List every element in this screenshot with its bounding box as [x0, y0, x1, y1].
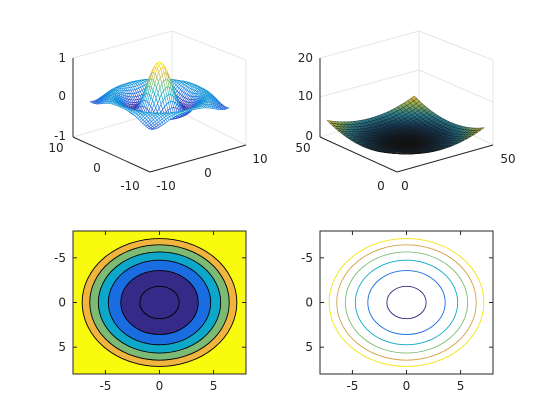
contour-line	[328, 238, 485, 367]
y-tick-label: 5	[305, 340, 313, 354]
contour-line	[344, 251, 469, 354]
x-tick-label: 0	[403, 379, 411, 393]
panel-4-contour: -5 0 5 5 0 -5	[301, 230, 494, 393]
y-tick-label: -10	[120, 179, 140, 193]
y-tick-label: 50	[295, 141, 310, 155]
x-tick-label: -10	[156, 179, 176, 193]
y-tick-label: 0	[58, 296, 66, 310]
panel-2-surface-patches	[326, 95, 485, 155]
y-tick-label: 0	[93, 161, 101, 175]
x-tick-label: 10	[252, 152, 267, 166]
panel-3-contourf: -5 0 5 5 0 -5	[54, 230, 247, 393]
y-tick-label: 0	[305, 296, 313, 310]
panel-2-ticks: 20 10 0 50 0 0 50	[295, 51, 515, 193]
x-tick-label: -5	[99, 379, 111, 393]
z-tick-label: 0	[58, 89, 66, 103]
contour-line	[336, 244, 477, 361]
z-tick-label: 10	[298, 89, 313, 103]
y-tick-label: -5	[54, 251, 66, 265]
panel-2-surface: 20 10 0 50 0 0 50	[295, 30, 516, 193]
panel-4-ticks	[320, 231, 493, 374]
contour-line	[386, 285, 427, 320]
contour-line	[367, 270, 446, 335]
panel-1-ticks: 1 0 -1 10 0 -10 -10 0 10	[48, 51, 267, 193]
x-tick-label: 0	[401, 179, 409, 193]
y-tick-label: 10	[48, 141, 63, 155]
contour-fill-region	[139, 285, 180, 320]
panel-1-surface	[89, 61, 230, 130]
z-tick-label: 0	[305, 129, 313, 143]
panel-2-axes	[319, 58, 494, 173]
panel-4-frame	[319, 230, 494, 375]
x-tick-label: 50	[500, 152, 515, 166]
surface-mesh-cell	[149, 128, 155, 130]
x-tick-label: 5	[210, 379, 218, 393]
contour-line	[354, 259, 459, 346]
panel-1-axes	[72, 58, 247, 173]
x-tick-label: 5	[457, 379, 465, 393]
surface-patch	[394, 152, 401, 154]
panel-1-surface-mesh: 1 0 -1 10 0 -10 -10 0 10	[48, 30, 268, 193]
z-tick-label: -1	[54, 129, 66, 143]
panel-3-contour-fills	[73, 231, 246, 374]
x-tick-label: -5	[346, 379, 358, 393]
x-tick-label: 0	[204, 166, 212, 180]
x-tick-label: 0	[156, 379, 164, 393]
panel-3-ticks	[73, 231, 246, 374]
panel-4-contour-lines	[328, 238, 485, 367]
y-tick-label: 0	[377, 179, 385, 193]
z-tick-label: 20	[298, 51, 313, 65]
y-tick-label: -5	[301, 251, 313, 265]
y-tick-label: 5	[58, 340, 66, 354]
z-tick-label: 1	[58, 51, 66, 65]
